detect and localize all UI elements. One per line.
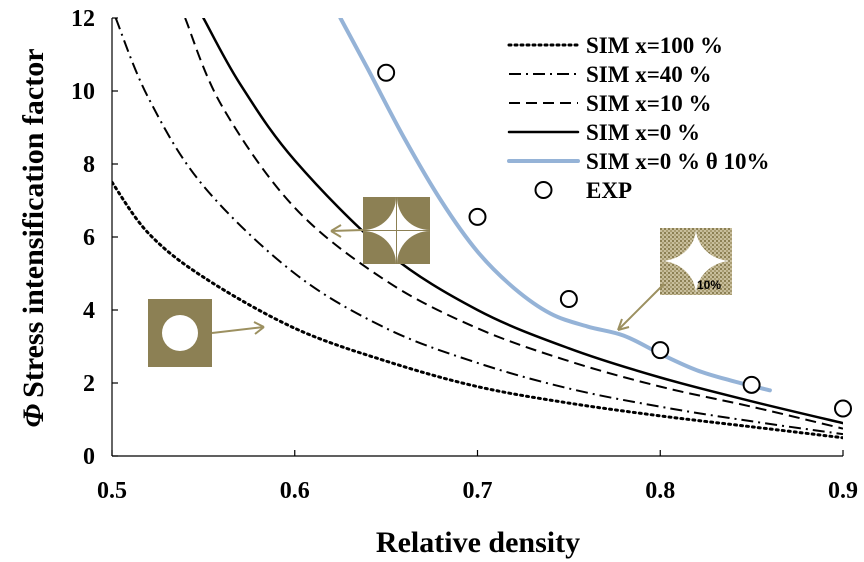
circular-hole-inset xyxy=(148,299,212,367)
x-tick-label: 0.8 xyxy=(645,478,675,504)
series-line-1 xyxy=(112,180,843,440)
ten-percent-inset: 10% xyxy=(660,228,732,295)
legend-label-3: SIM x=10 % xyxy=(586,91,712,116)
quarter-circles-arrow xyxy=(330,229,364,232)
series-line-2 xyxy=(114,18,843,436)
legend-label-6: EXP xyxy=(586,178,632,203)
exp-markers xyxy=(377,63,852,418)
x-tick-label: 0.5 xyxy=(97,478,127,504)
exp-point xyxy=(834,399,852,418)
legend-marker-exp xyxy=(534,181,553,199)
ten-percent-arrowhead xyxy=(617,318,630,331)
y-tick-label: 4 xyxy=(83,298,95,324)
y-tick-label: 10 xyxy=(71,79,95,105)
y-tick-label: 0 xyxy=(83,444,95,470)
circular-hole-arrow xyxy=(211,326,265,334)
ten-percent-inset-label: 10% xyxy=(697,278,721,292)
legend-label-4: SIM x=0 % xyxy=(586,120,700,145)
x-tick-labels: 0.5 0.6 0.7 0.8 0.9 xyxy=(97,450,858,504)
series-line-4 xyxy=(202,18,843,425)
y-axis-symbol: Φ xyxy=(17,404,50,428)
y-tick-labels: 0 2 4 6 8 10 12 xyxy=(71,6,118,470)
ten-percent-arrow xyxy=(617,283,665,331)
exp-point xyxy=(559,290,578,309)
circular-hole-arrowhead xyxy=(253,321,265,335)
x-axis-title: Relative density xyxy=(376,526,580,559)
x-tick-label: 0.6 xyxy=(280,478,310,504)
series-line-3 xyxy=(184,18,843,430)
exp-point xyxy=(468,207,487,226)
y-tick-label: 6 xyxy=(83,225,95,251)
series-line-5 xyxy=(338,18,772,393)
y-axis-title-text: Stress intensification factor xyxy=(17,48,50,397)
y-tick-label: 8 xyxy=(83,152,95,178)
exp-point xyxy=(742,375,761,394)
x-tick-label: 0.7 xyxy=(463,478,493,504)
quarter-circles-inset xyxy=(363,197,430,264)
legend-label-1: SIM x=100 % xyxy=(586,33,723,58)
series-layer xyxy=(112,18,843,440)
exp-point xyxy=(651,341,670,360)
legend-label-2: SIM x=40 % xyxy=(586,62,712,87)
exp-point xyxy=(377,63,396,82)
y-tick-label: 12 xyxy=(71,6,95,32)
legend: SIM x=100 % SIM x=40 % SIM x=10 % SIM x=0 %… xyxy=(507,33,770,203)
x-tick-label: 0.9 xyxy=(828,478,858,504)
annotation-layer: 10% xyxy=(148,197,732,367)
y-axis-title: Φ Stress intensification factor xyxy=(17,48,50,427)
y-tick-label: 2 xyxy=(83,371,95,397)
legend-label-5: SIM x=0 % θ 10% xyxy=(586,149,770,174)
quarter-circles-arrowhead xyxy=(330,224,342,238)
